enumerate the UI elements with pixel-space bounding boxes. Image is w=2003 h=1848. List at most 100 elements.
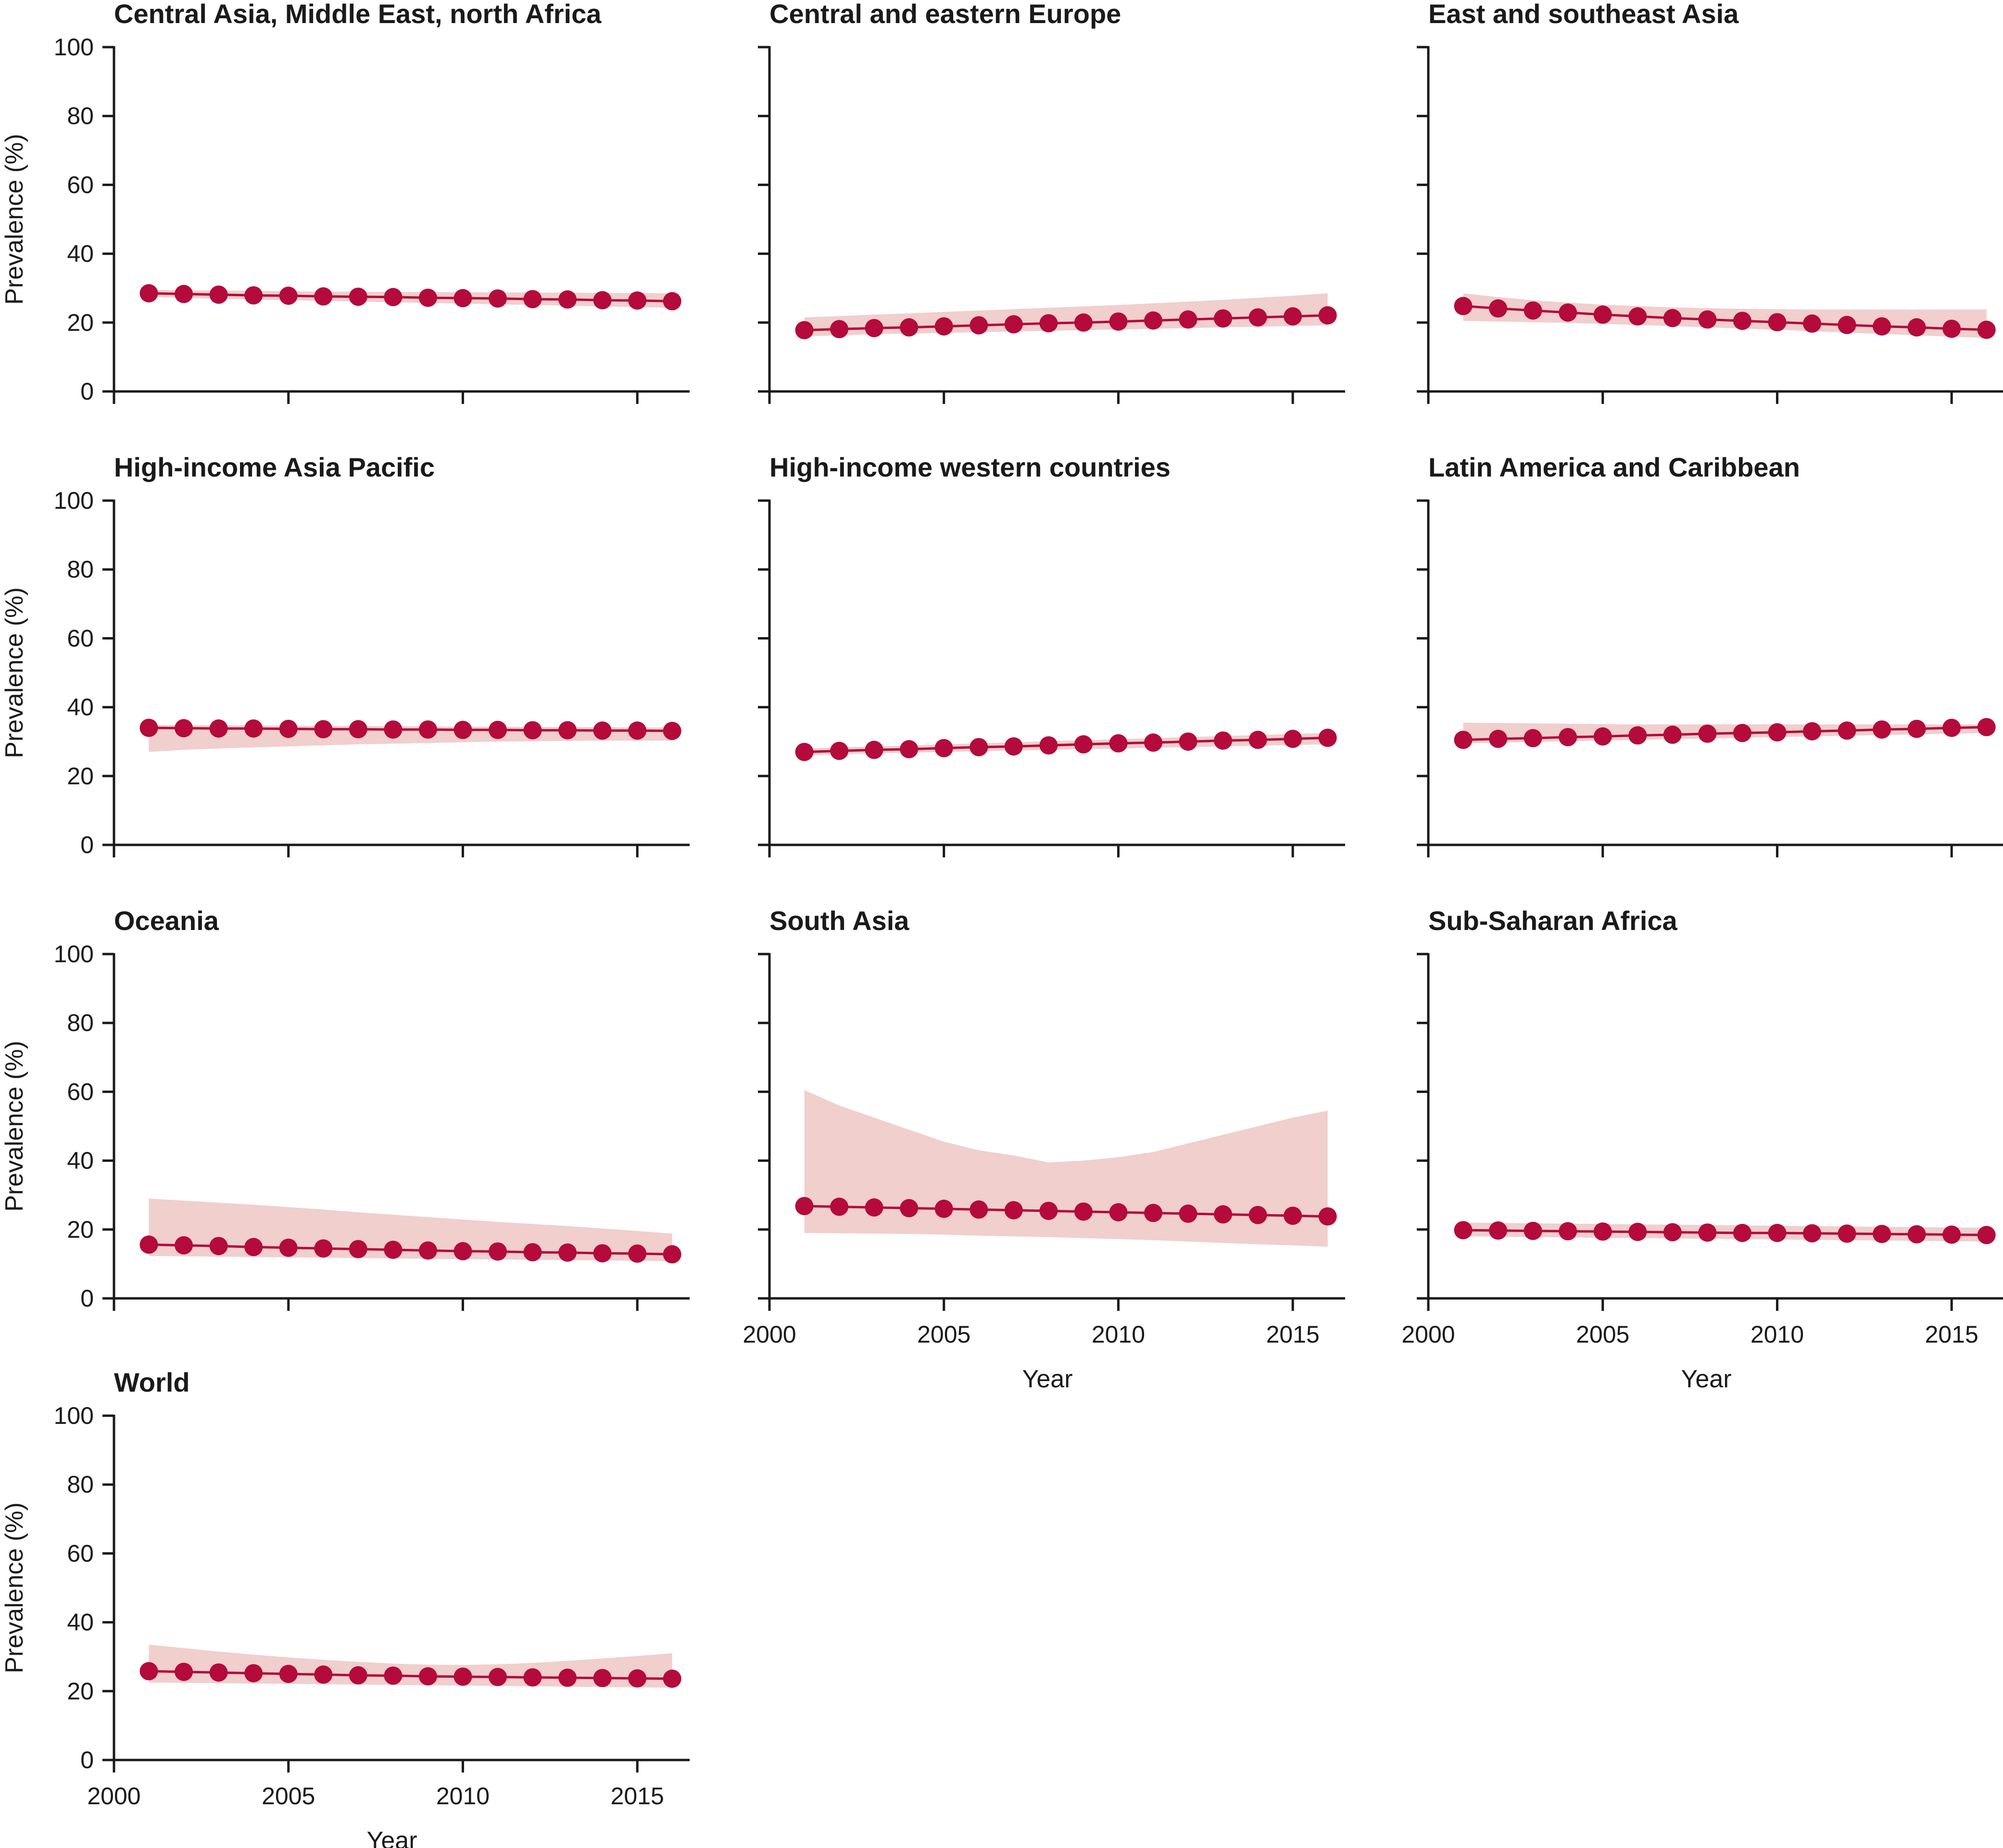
panel-9: Sub-Saharan Africa 2000 2005 2010 2015 Year [1401, 905, 2003, 1393]
x-tick-label: 2015 [1925, 1321, 1978, 1348]
data-point [1559, 728, 1577, 746]
data-point [1942, 319, 1961, 338]
data-point [1318, 729, 1337, 747]
data-point [865, 1198, 883, 1217]
data-point [593, 1244, 612, 1263]
panel-title: High-income Asia Pacific [114, 452, 435, 482]
y-axis-title: Prevalence (%) [0, 1041, 28, 1211]
panel-8: South Asia 2000 2005 2010 2015 Year [743, 905, 1345, 1393]
data-point [1803, 314, 1821, 333]
y-tick-label: 40 [67, 240, 94, 267]
series-line [804, 314, 1328, 332]
data-point [1559, 1222, 1577, 1241]
data-point [1039, 736, 1058, 755]
x-tick-label: 2005 [1576, 1321, 1629, 1348]
data-point [279, 1665, 298, 1683]
data-point [314, 287, 333, 306]
data-point [1698, 724, 1717, 743]
data-point [1524, 301, 1542, 320]
y-tick-label: 60 [67, 171, 94, 198]
panel-title: High-income western countries [769, 452, 1171, 482]
x-tick-label: 2005 [917, 1321, 970, 1348]
y-tick-label: 0 [80, 1747, 94, 1773]
x-tick-label: 2000 [743, 1321, 796, 1348]
series-line [149, 1670, 672, 1680]
x-tick-label: 2005 [262, 1783, 315, 1810]
data-point [1144, 311, 1162, 330]
data-point [523, 721, 542, 740]
x-axis-title: Year [366, 1827, 417, 1848]
x-tick-label: 2015 [611, 1783, 664, 1810]
panel-title: Oceania [114, 905, 219, 936]
panel-6: Latin America and Caribbean [1417, 452, 2003, 857]
data-point [244, 1238, 263, 1257]
data-point [1284, 307, 1302, 326]
y-tick-label: 0 [80, 831, 94, 858]
data-point [454, 720, 472, 739]
y-tick-label: 100 [54, 487, 94, 514]
data-point [593, 721, 612, 740]
data-point [209, 285, 228, 304]
data-point [314, 1239, 333, 1258]
data-point [1004, 737, 1023, 756]
panel-title: World [114, 1367, 190, 1397]
data-point [1838, 315, 1856, 334]
data-point [1284, 1207, 1302, 1225]
data-point [1559, 303, 1577, 322]
data-point [384, 1241, 403, 1259]
data-point [1454, 297, 1473, 315]
y-tick-label: 60 [67, 1078, 94, 1105]
data-point [314, 1665, 333, 1684]
y-tick-label: 40 [67, 1609, 94, 1636]
data-point [244, 286, 263, 305]
data-point [558, 721, 577, 740]
data-point [209, 1663, 228, 1682]
data-point [1733, 312, 1751, 330]
data-point [1733, 1224, 1751, 1242]
data-point [1698, 1223, 1717, 1242]
data-point [1977, 320, 1996, 339]
data-point [279, 287, 298, 305]
data-point [349, 1666, 367, 1685]
data-point [1144, 1204, 1162, 1222]
data-point [279, 719, 298, 738]
data-point [489, 1242, 507, 1261]
data-point [1873, 1225, 1891, 1244]
y-tick-label: 20 [67, 309, 94, 336]
data-point [175, 1662, 193, 1681]
data-point [175, 285, 193, 303]
panel-title: Sub-Saharan Africa [1428, 905, 1677, 936]
data-point [1524, 729, 1542, 747]
data-point [970, 738, 988, 756]
series-line [804, 1205, 1328, 1218]
series-line [1463, 1229, 1987, 1236]
data-point [830, 320, 849, 339]
data-point [139, 718, 158, 737]
data-point [1977, 718, 1996, 737]
y-tick-label: 80 [67, 102, 94, 129]
data-point [1144, 733, 1162, 752]
data-point [830, 1197, 849, 1216]
y-tick-label: 20 [67, 1678, 94, 1705]
data-point [209, 1237, 228, 1256]
data-point [384, 720, 403, 739]
data-point [1248, 1206, 1267, 1224]
panel-2: Central and eastern Europe [758, 0, 1345, 404]
data-point [1838, 1224, 1856, 1243]
data-point [900, 740, 919, 758]
data-point [900, 318, 919, 337]
panel-4: High-income Asia Pacific 0 20 40 60 80 100 Prev… [0, 452, 690, 858]
y-tick-label: 40 [67, 694, 94, 721]
data-point [1179, 732, 1197, 751]
data-point [558, 290, 577, 309]
data-point [384, 1666, 403, 1685]
panel-title: Central and eastern Europe [769, 0, 1121, 29]
data-point [970, 1200, 988, 1219]
data-point [1039, 314, 1058, 333]
data-point [175, 719, 193, 738]
x-tick-label: 2010 [1751, 1321, 1804, 1348]
y-axis-title: Prevalence (%) [0, 134, 28, 304]
y-tick-label: 100 [54, 1402, 94, 1429]
